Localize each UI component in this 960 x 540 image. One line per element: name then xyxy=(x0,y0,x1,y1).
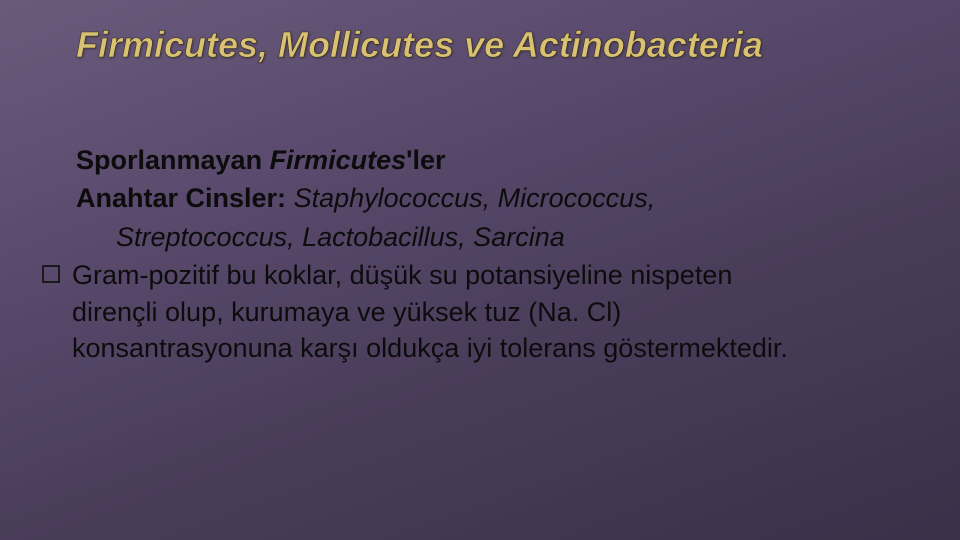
subhead-line: Sporlanmayan Firmicutes'ler xyxy=(76,142,920,178)
key-genera-line2: Streptococcus, Lactobacillus, Sarcina xyxy=(76,219,920,255)
bullet-line3: konsantrasyonuna karşı oldukça iyi toler… xyxy=(72,330,920,366)
subhead-term: Firmicutes xyxy=(270,145,407,175)
slide: Firmicutes, Mollicutes ve Actinobacteria… xyxy=(0,0,960,540)
bullet-line1: Gram-pozitif bu koklar, düşük su potansi… xyxy=(72,257,920,293)
bullet-item: Gram-pozitif bu koklar, düşük su potansi… xyxy=(76,257,920,366)
key-genera-line1: Anahtar Cinsler: Staphylococcus, Microco… xyxy=(76,180,920,216)
square-bullet-icon xyxy=(42,265,60,283)
bullet-text: Gram-pozitif bu koklar, düşük su potansi… xyxy=(72,257,920,366)
spacer xyxy=(286,183,294,213)
key-genera-label: Anahtar Cinsler: xyxy=(76,183,286,213)
key-genera-part1: Staphylococcus, Micrococcus, xyxy=(294,183,656,213)
subhead-suffix: 'ler xyxy=(406,145,445,175)
subhead-prefix: Sporlanmayan xyxy=(76,145,270,175)
slide-title: Firmicutes, Mollicutes ve Actinobacteria xyxy=(76,24,920,72)
slide-body: Sporlanmayan Firmicutes'ler Anahtar Cins… xyxy=(76,142,920,367)
bullet-line2: dirençli olup, kurumaya ve yüksek tuz (N… xyxy=(72,294,920,330)
